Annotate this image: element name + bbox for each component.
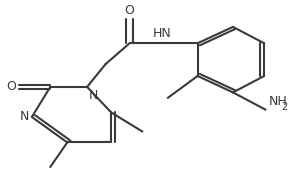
Text: O: O <box>6 80 16 93</box>
Text: HN: HN <box>153 27 171 40</box>
Text: 2: 2 <box>281 102 288 112</box>
Text: N: N <box>88 89 98 102</box>
Text: O: O <box>125 4 134 17</box>
Text: N: N <box>20 110 29 123</box>
Text: NH: NH <box>268 95 287 108</box>
